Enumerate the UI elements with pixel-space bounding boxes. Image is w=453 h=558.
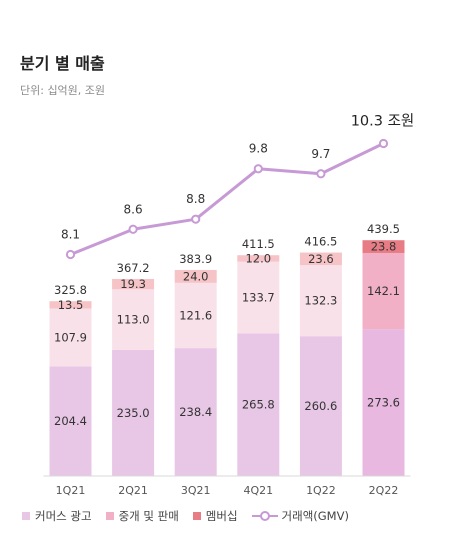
- bar-label-brokerage: 121.6: [179, 308, 212, 322]
- bar-label-commerce: 235.0: [117, 406, 150, 420]
- bar-label-brokerage: 132.3: [304, 294, 337, 308]
- gmv-point: [316, 169, 326, 179]
- bar-brokerage: [237, 261, 280, 334]
- bar-label-brokerage: 107.9: [54, 330, 87, 344]
- bar-label-membership: 13.5: [58, 298, 84, 312]
- page-title: 분기 별 매출: [20, 54, 105, 73]
- gmv-line: [69, 142, 385, 256]
- bar-label-membership: 23.6: [308, 252, 334, 266]
- bar-membership: [237, 255, 280, 262]
- bar-label-membership: 23.8: [371, 240, 397, 254]
- x-tick-label: 2Q22: [369, 484, 399, 497]
- gmv-label: 9.8: [249, 142, 268, 156]
- unit-caption: 단위: 십억원, 조원: [20, 84, 106, 97]
- bar-commerce: [49, 366, 92, 476]
- gmv-point: [253, 164, 263, 174]
- x-tick-label: 1Q22: [306, 484, 336, 497]
- legend-swatch-commerce: [22, 512, 30, 520]
- gmv-label: 8.8: [186, 192, 205, 206]
- bar-brokerage: [174, 282, 217, 349]
- gmv-label: 10.3 조원: [351, 113, 415, 130]
- bar-total-label: 439.5: [367, 222, 400, 236]
- gmv-label: 9.7: [311, 147, 330, 161]
- legend-label-brokerage: 중개 및 판매: [118, 509, 179, 523]
- bar-brokerage: [362, 252, 405, 330]
- x-tick-label: 2Q21: [118, 484, 148, 497]
- bar-brokerage: [112, 289, 155, 350]
- bar-label-commerce: 265.8: [242, 398, 275, 412]
- legend-swatch-brokerage: [105, 512, 114, 520]
- gmv-label: 8.6: [124, 202, 143, 216]
- x-tick-label: 3Q21: [181, 484, 211, 497]
- gmv-point: [65, 249, 76, 260]
- gmv-point: [378, 138, 389, 149]
- bar-membership: [112, 278, 155, 290]
- gmv-point: [128, 224, 138, 234]
- bar-brokerage: [299, 265, 342, 337]
- bar-label-brokerage: 133.7: [242, 291, 275, 305]
- bar-total-label: 325.8: [54, 283, 87, 297]
- bar-commerce: [112, 349, 155, 476]
- bar-commerce: [174, 348, 217, 476]
- bar-membership: [299, 252, 342, 266]
- bar-total-label: 416.5: [304, 235, 337, 249]
- bar-total-label: 411.5: [242, 237, 275, 251]
- bar-label-commerce: 204.4: [54, 414, 87, 428]
- bar-total-label: 367.2: [117, 261, 150, 275]
- bar-total-label: 383.9: [179, 252, 212, 266]
- bar-membership: [174, 269, 217, 283]
- legend-item-membership: 멤버십: [192, 508, 238, 524]
- bar-brokerage: [49, 308, 92, 367]
- bar-commerce: [237, 333, 280, 476]
- bar-label-membership: 24.0: [183, 269, 209, 283]
- legend-label-commerce: 커머스 광고: [35, 509, 92, 523]
- gmv-label: 8.1: [61, 228, 80, 242]
- bar-label-brokerage: 142.1: [367, 284, 400, 298]
- legend-item-brokerage: 중개 및 판매: [105, 508, 179, 524]
- bar-label-brokerage: 113.0: [117, 313, 150, 327]
- legend-swatch-gmv: [251, 511, 278, 521]
- legend-swatch-membership: [192, 512, 201, 520]
- legend-label-gmv: 거래액(GMV): [281, 509, 349, 523]
- legend-item-gmv: 거래액(GMV): [251, 508, 349, 524]
- bar-commerce: [362, 329, 405, 476]
- legend-item-commerce: 커머스 광고: [22, 508, 92, 524]
- bar-label-commerce: 238.4: [179, 405, 212, 419]
- legend-label-membership: 멤버십: [205, 509, 238, 523]
- x-tick-label: 1Q21: [56, 484, 86, 497]
- bar-label-commerce: 260.6: [304, 399, 337, 413]
- gmv-point: [191, 214, 201, 224]
- bar-label-commerce: 273.6: [367, 396, 400, 410]
- bar-membership: [362, 240, 405, 253]
- bar-membership: [49, 301, 92, 309]
- x-tick-label: 4Q21: [243, 484, 273, 497]
- legend: 커머스 광고 중개 및 판매 멤버십 거래액(GMV): [22, 508, 363, 524]
- bar-commerce: [299, 336, 342, 476]
- bar-label-membership: 12.0: [245, 251, 271, 265]
- bar-label-membership: 19.3: [120, 277, 146, 291]
